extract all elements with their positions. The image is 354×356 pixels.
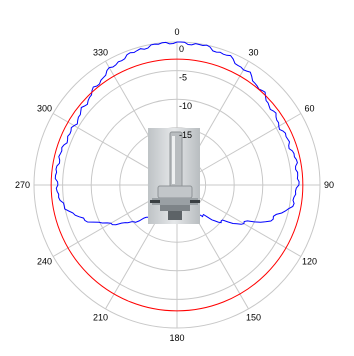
radial-tick-label: 0 — [179, 44, 184, 54]
radial-tick-label: -15 — [179, 130, 192, 140]
antenna-device-image — [148, 128, 200, 224]
angle-tick-label: 90 — [324, 180, 334, 190]
angle-tick-label: 240 — [37, 257, 52, 267]
angle-tick-label: 60 — [304, 104, 314, 114]
angle-tick-label: 330 — [93, 48, 108, 58]
angle-tick-label: 180 — [169, 333, 184, 343]
radial-tick-label: -5 — [179, 73, 187, 83]
series-reference-circle — [50, 58, 304, 312]
radial-tick-label: -10 — [179, 101, 192, 111]
angle-tick-label: 270 — [15, 180, 30, 190]
angle-tick-label: 300 — [37, 104, 52, 114]
angle-tick-label: 210 — [93, 313, 108, 323]
angle-tick-label: 30 — [248, 48, 258, 58]
angle-tick-label: 120 — [302, 257, 317, 267]
angle-tick-label: 0 — [174, 27, 179, 37]
label-layer: 0 30 60 90 120 150 180 210 240 270 300 330 0 -5 -10 -15 — [15, 27, 334, 343]
angle-tick-label: 150 — [246, 313, 261, 323]
